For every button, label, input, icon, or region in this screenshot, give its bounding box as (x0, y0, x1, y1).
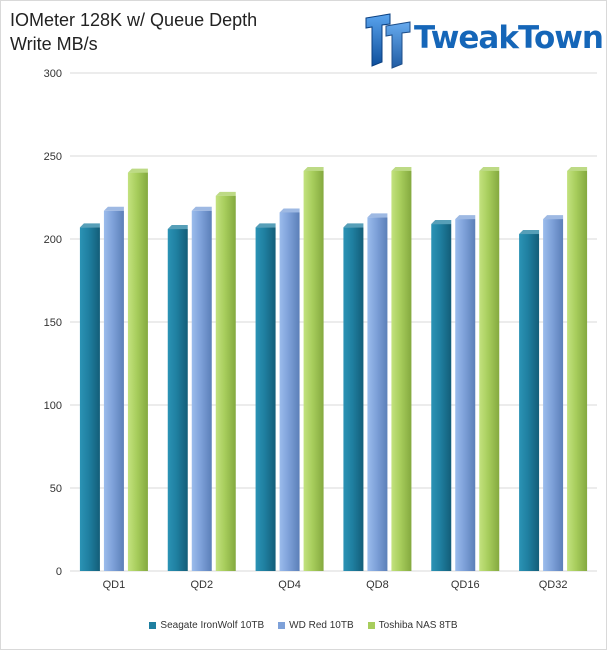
legend-item: Seagate IronWolf 10TB (149, 620, 264, 631)
legend-label: Toshiba NAS 8TB (378, 620, 458, 631)
x-tick-label: QD32 (539, 579, 568, 591)
chart-title-line-2: Write MB/s (10, 34, 98, 54)
bar (279, 212, 300, 571)
y-tick-label: 200 (44, 234, 62, 246)
legend-item: Toshiba NAS 8TB (367, 620, 458, 631)
legend-label: WD Red 10TB (289, 620, 354, 631)
bars (79, 166, 588, 572)
bar-top-cap (519, 230, 540, 235)
bar-top-cap (543, 215, 564, 220)
gridlines (70, 72, 597, 572)
bar (343, 227, 364, 571)
legend-label: Seagate IronWolf 10TB (160, 620, 265, 631)
bar-top-cap (279, 208, 300, 213)
bar (479, 170, 500, 571)
legend-swatch (367, 622, 375, 629)
legend-swatch (149, 622, 157, 629)
y-tick-label: 50 (50, 483, 62, 495)
logo-text: TweakTown (414, 20, 604, 56)
y-tick-label: 0 (56, 566, 62, 578)
x-tick-label: QD1 (103, 579, 126, 591)
bar-chart: 0 50 100 150 200 250 300 QD1 QD2 QD4 QD8 QD16 QD32 (44, 68, 597, 591)
y-tick-label: 250 (44, 151, 62, 163)
tweaktown-emblem-icon (365, 13, 411, 69)
bar-top-cap (567, 166, 588, 171)
bar (255, 227, 276, 571)
bar (79, 227, 100, 571)
bar (567, 170, 588, 571)
bar-top-cap (303, 166, 324, 171)
bar-top-cap (127, 168, 148, 173)
legend-swatch (278, 622, 286, 629)
bar-top-cap (167, 225, 188, 230)
bar-top-cap (431, 220, 452, 225)
bar (519, 234, 540, 571)
bar-top-cap (191, 206, 212, 211)
chart-legend: Seagate IronWolf 10TB WD Red 10TB Toshiba … (0, 620, 607, 631)
x-axis-tick-labels: QD1 QD2 QD4 QD8 QD16 QD32 (103, 579, 568, 591)
bar-top-cap (391, 166, 412, 171)
x-tick-label: QD16 (451, 579, 480, 591)
bar (303, 170, 324, 571)
bar-top-cap (103, 206, 124, 211)
bar-top-cap (367, 213, 388, 218)
y-axis-tick-labels: 0 50 100 150 200 250 300 (44, 68, 62, 578)
x-tick-label: QD2 (190, 579, 213, 591)
bar-top-cap (255, 223, 276, 228)
y-tick-label: 100 (44, 400, 62, 412)
bar (103, 210, 124, 571)
bar (367, 217, 388, 572)
legend-item: WD Red 10TB (278, 620, 354, 631)
bar-top-cap (79, 223, 100, 228)
bar (167, 229, 188, 572)
bar-top-cap (215, 191, 236, 196)
bar (215, 195, 236, 571)
x-tick-label: QD8 (366, 579, 389, 591)
bar-top-cap (479, 166, 500, 171)
bar (543, 219, 564, 571)
y-tick-label: 150 (44, 317, 62, 329)
bar (431, 224, 452, 571)
chart-title-line-1: IOMeter 128K w/ Queue Depth (10, 10, 258, 30)
y-tick-label: 300 (44, 68, 62, 80)
chart-title: IOMeter 128K w/ Queue Depth Write MB/s (10, 8, 257, 56)
x-tick-label: QD4 (278, 579, 301, 591)
bar-top-cap (343, 223, 364, 228)
bar (127, 172, 148, 571)
bar-top-cap (455, 215, 476, 220)
bar (391, 170, 412, 571)
bar (455, 219, 476, 571)
tweaktown-logo: TweakTown (362, 12, 604, 72)
bar (191, 210, 212, 571)
